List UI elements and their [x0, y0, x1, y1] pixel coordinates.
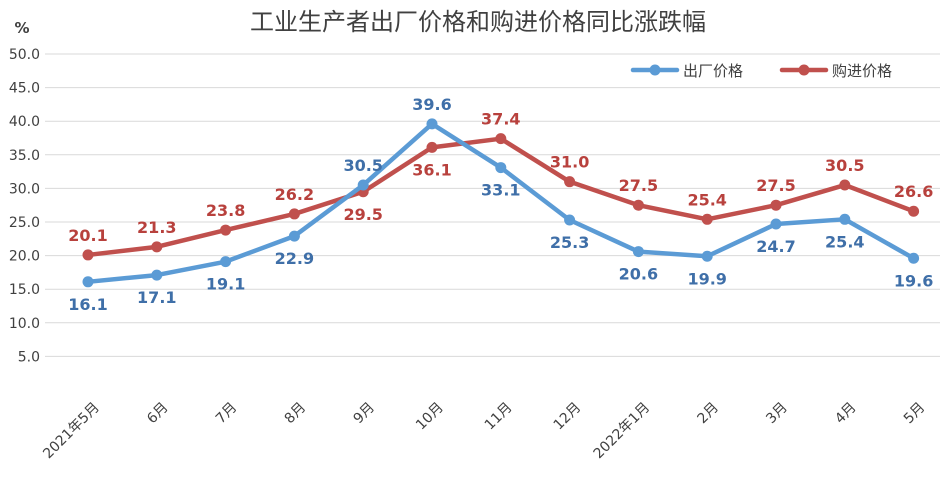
data-label: 29.5	[343, 205, 382, 224]
data-label: 20.6	[619, 265, 658, 284]
data-point	[564, 176, 576, 188]
x-tick-label: 11月	[482, 400, 516, 434]
data-point	[770, 218, 782, 230]
data-label: 22.9	[275, 249, 314, 268]
data-label: 39.6	[412, 95, 451, 114]
data-point	[151, 269, 163, 281]
y-tick-label: 15.0	[9, 282, 40, 298]
data-label: 23.8	[206, 201, 245, 220]
data-point	[908, 205, 920, 217]
data-point	[632, 199, 644, 211]
data-label: 25.3	[550, 233, 589, 252]
data-point	[908, 252, 920, 264]
data-point	[701, 213, 713, 225]
data-point	[220, 256, 232, 268]
data-label: 30.5	[343, 156, 382, 175]
legend-marker	[798, 64, 810, 76]
data-label: 27.5	[619, 176, 658, 195]
y-tick-label: 10.0	[9, 316, 40, 332]
data-label: 26.2	[275, 185, 314, 204]
data-labels: 16.1 17.1 19.1 22.9 30.5 39.6 33.1 25.3 20.6 19.9…	[68, 95, 933, 314]
y-axis-unit: %	[14, 19, 29, 37]
x-axis-ticks: 2021年5月 6月 7月 8月 9月 10月 11月 12月 2022年1月 2月 3月 4月 5月	[40, 400, 928, 463]
legend: 出厂价格 购进价格	[630, 62, 892, 80]
x-tick-label: 3月	[763, 400, 791, 428]
y-tick-label: 35.0	[9, 148, 40, 164]
y-tick-label: 40.0	[9, 114, 40, 130]
data-label: 30.5	[825, 156, 864, 175]
legend-label: 购进价格	[832, 62, 892, 80]
y-tick-label: 25.0	[9, 215, 40, 231]
data-label: 19.6	[894, 271, 933, 290]
data-label: 21.3	[137, 218, 176, 237]
data-point	[82, 249, 94, 261]
data-point	[357, 179, 369, 191]
x-tick-label: 6月	[144, 400, 172, 428]
data-label: 26.6	[894, 182, 933, 201]
data-point	[288, 208, 300, 220]
gridlines	[45, 53, 940, 357]
data-label: 19.9	[687, 269, 726, 288]
data-point	[288, 230, 300, 242]
y-tick-label: 30.0	[9, 181, 40, 197]
data-label: 16.1	[68, 295, 107, 314]
x-tick-label: 8月	[282, 400, 310, 428]
x-tick-label: 4月	[832, 400, 860, 428]
data-label: 27.5	[756, 176, 795, 195]
data-label: 33.1	[481, 181, 520, 200]
data-point	[426, 118, 438, 130]
data-point	[564, 214, 576, 226]
y-axis-ticks: 5.0 10.0 15.0 20.0 25.0 30.0 35.0 40.0 45.0 50.0	[9, 47, 40, 365]
x-tick-label: 2021年5月	[40, 400, 103, 463]
y-tick-label: 45.0	[9, 81, 40, 97]
legend-marker	[649, 64, 661, 76]
data-label: 19.1	[206, 275, 245, 294]
data-label: 37.4	[481, 110, 520, 129]
data-point	[839, 213, 851, 225]
x-tick-label: 12月	[551, 400, 585, 434]
x-tick-label: 2月	[695, 400, 723, 428]
y-tick-label: 5.0	[18, 349, 40, 365]
data-label: 24.7	[756, 237, 795, 256]
data-point	[151, 241, 163, 253]
data-point	[495, 162, 507, 174]
data-label: 25.4	[825, 232, 864, 251]
data-point	[82, 276, 94, 288]
data-point	[495, 133, 507, 145]
x-tick-label: 5月	[901, 400, 929, 428]
x-tick-label: 10月	[413, 400, 447, 434]
y-tick-label: 50.0	[9, 47, 40, 63]
data-label: 36.1	[412, 160, 451, 179]
data-label: 25.4	[687, 190, 726, 209]
data-point	[701, 250, 713, 262]
legend-label: 出厂价格	[683, 62, 743, 80]
y-tick-label: 20.0	[9, 249, 40, 265]
x-tick-label: 2022年1月	[591, 400, 654, 463]
x-tick-label: 7月	[213, 400, 241, 428]
data-point	[632, 246, 644, 258]
data-label: 31.0	[550, 153, 589, 172]
x-tick-label: 9月	[351, 400, 379, 428]
data-point	[426, 141, 438, 153]
data-point	[839, 179, 851, 191]
data-point	[770, 199, 782, 211]
data-point	[220, 224, 232, 236]
chart-title: 工业生产者出厂价格和购进价格同比涨跌幅	[250, 8, 706, 36]
data-label: 17.1	[137, 288, 176, 307]
series-lines	[82, 118, 920, 288]
data-label: 20.1	[68, 226, 107, 245]
